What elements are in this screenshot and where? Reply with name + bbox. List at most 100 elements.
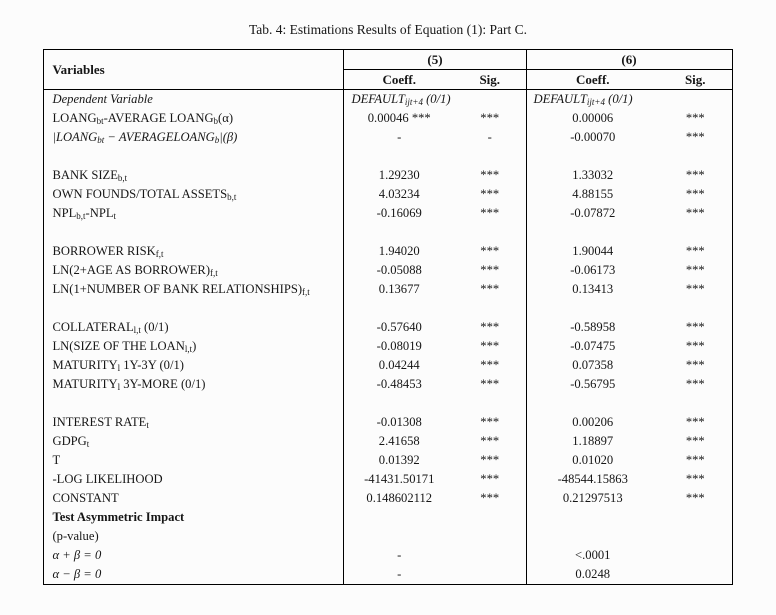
coeff-cell: 0.04244: [378, 358, 420, 372]
sig-cell: ***: [480, 320, 500, 334]
coeff-cell: -41431.50171: [364, 472, 435, 486]
group-6-sig-header: Sig.: [659, 69, 733, 90]
header-row-subcolumns: Coeff. Sig. Coeff. Sig.: [44, 69, 733, 90]
empty-cell: [43, 147, 345, 166]
sig-cell: [454, 546, 526, 565]
empty-cell: [454, 299, 526, 318]
table-row: MATURITYl 3Y-MORE (0/1) -0.48453 *** -0.567…: [43, 375, 732, 394]
table-row: LN(SIZE OF THE LOANl,t) -0.08019 *** -0.074…: [43, 337, 732, 356]
empty-cell: [525, 147, 659, 166]
table-row: LN(1+NUMBER OF BANK RELATIONSHIPS)f,t 0.1…: [43, 280, 732, 299]
variable-label: CONSTANT: [43, 489, 345, 508]
group-6-header: (6): [525, 49, 733, 70]
sig-cell: ***: [685, 415, 705, 429]
sig-cell: [659, 546, 732, 565]
sig-cell: ***: [685, 187, 705, 201]
sig-cell: ***: [480, 453, 500, 467]
coeff-cell: 1.18897: [525, 432, 659, 451]
coeff-cell: 1.33032: [525, 166, 659, 185]
coeff-cell: -0.57640: [376, 320, 422, 334]
coeff-cell: -0.07872: [525, 204, 659, 223]
coeff-cell: 1.29230: [378, 168, 420, 182]
coeff-cell: 0.00006: [525, 109, 659, 128]
sig-cell: [454, 565, 526, 585]
sig-cell: ***: [685, 434, 705, 448]
table-row: [43, 394, 732, 413]
subscript: bt: [97, 135, 105, 145]
empty-cell: [525, 223, 659, 242]
sig-cell: ***: [480, 358, 500, 372]
coeff-cell: 0.0248: [525, 565, 659, 585]
coeff-cell: -0.16069: [376, 206, 422, 220]
sig-cell: ***: [685, 358, 705, 372]
table-row: -LOG LIKELIHOOD -41431.50171 *** -48544.158…: [43, 470, 732, 489]
coeff-cell: [344, 508, 454, 527]
variable-label: OWN FOUNDS/TOTAL ASSETSb,t: [43, 185, 345, 204]
document-page: Tab. 4: Estimations Results of Equation …: [43, 22, 733, 585]
variable-label: LN(SIZE OF THE LOANl,t): [43, 337, 345, 356]
table-row: LN(2+AGE AS BORROWER)f,t -0.05088 *** -0.06…: [43, 261, 732, 280]
table-row: (p-value): [43, 527, 732, 546]
empty-cell: [344, 223, 454, 242]
sig-cell: ***: [480, 206, 500, 220]
sig-cell: [454, 527, 526, 546]
coeff-cell: -0.01308: [376, 415, 422, 429]
coeff-cell: [344, 527, 454, 546]
subscript: bt: [96, 116, 104, 126]
results-table-body: Dependent Variable DEFAULTijt+4 (0/1) DEFA…: [43, 89, 733, 585]
subscript: l,t: [184, 344, 193, 354]
group-5-coeff-header: Coeff.: [343, 69, 454, 90]
sig-cell: ***: [480, 282, 500, 296]
variable-label: -LOG LIKELIHOOD: [43, 470, 345, 489]
coeff-cell: -0.56795: [525, 375, 659, 394]
empty-cell: [454, 147, 526, 166]
coeff-cell: -: [397, 130, 402, 144]
variable-label: α − β = 0: [43, 565, 345, 585]
coeff-cell: 0.13677: [378, 282, 420, 296]
sig-cell: ***: [480, 415, 500, 429]
sig-cell: [454, 508, 526, 527]
sig-cell: ***: [480, 434, 500, 448]
variable-label: T: [43, 451, 345, 470]
coeff-cell: <.0001: [525, 546, 659, 565]
group-5-header: (5): [343, 49, 526, 70]
coeff-cell: -: [397, 567, 402, 581]
coeff-cell: 0.148602112: [366, 491, 433, 505]
variables-header: Variables: [43, 49, 345, 90]
empty-cell: [344, 394, 454, 413]
table-row: COLLATERALl,t (0/1) -0.57640 *** -0.58958 **…: [43, 318, 732, 337]
variable-label: Dependent Variable: [43, 89, 345, 109]
subscript: b,t: [117, 173, 128, 183]
sig-cell: -: [487, 130, 492, 144]
subscript: f,t: [302, 287, 310, 297]
table-row: [43, 299, 732, 318]
empty-cell: [43, 223, 345, 242]
sig-cell: ***: [480, 339, 500, 353]
sig-cell: ***: [685, 320, 705, 334]
variable-label: COLLATERALl,t (0/1): [43, 318, 345, 337]
coeff-cell: 0.01020: [525, 451, 659, 470]
sig-cell: ***: [480, 168, 500, 182]
coeff-cell: -48544.15863: [525, 470, 659, 489]
subscript: f,t: [210, 268, 218, 278]
coeff-cell: 0.13413: [525, 280, 659, 299]
empty-cell: [454, 394, 526, 413]
subscript: b,t: [227, 192, 237, 202]
results-table: Variables (5) (6) Coeff. Sig. Coeff. Sig…: [43, 49, 733, 585]
sig-cell: ***: [480, 472, 500, 486]
dependent-variable-value: DEFAULTijt+4 (0/1): [351, 92, 451, 107]
subscript: ijt+4: [586, 97, 605, 107]
coeff-cell: -0.08019: [376, 339, 422, 353]
empty-cell: [43, 299, 345, 318]
empty-cell: [454, 223, 526, 242]
coeff-cell: -0.48453: [376, 377, 422, 391]
sig-cell: ***: [685, 282, 705, 296]
subscript: t: [86, 439, 90, 449]
variable-label: α + β = 0: [43, 546, 345, 565]
table-row: Test Asymmetric Impact: [43, 508, 732, 527]
sig-cell: ***: [480, 244, 500, 258]
subscript: b,t: [76, 211, 86, 221]
sig-cell: ***: [685, 339, 705, 353]
coeff-cell: 0.07358: [525, 356, 659, 375]
empty-cell: [43, 394, 345, 413]
